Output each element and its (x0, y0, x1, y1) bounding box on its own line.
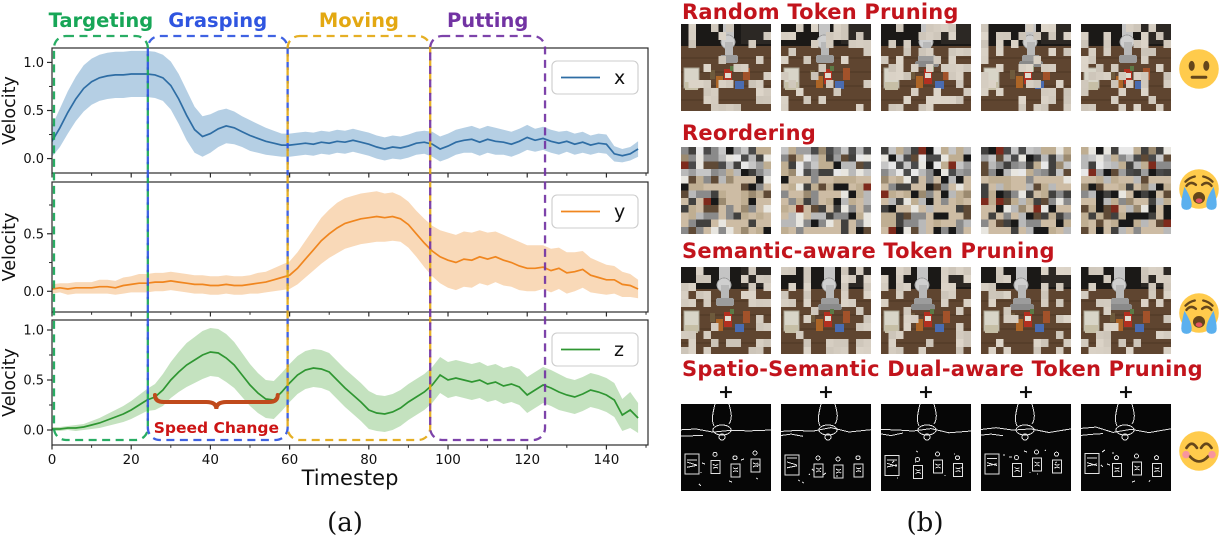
svg-text:140: 140 (594, 452, 620, 468)
phase-annotations: Targeting Grasping Moving Putting (49, 9, 547, 442)
smiling-face-emoji (1174, 426, 1224, 476)
svg-text:0.0: 0.0 (23, 424, 44, 439)
random-pruning-image-3 (881, 24, 971, 111)
ylabel-y: Velocity (0, 213, 20, 282)
loudly-crying-face-emoji (1174, 164, 1224, 214)
phase-box-grasping (146, 34, 289, 442)
semantic-pruning-image-5 (1081, 267, 1171, 354)
shuffled-patches-image-4 (981, 147, 1071, 234)
line-y (52, 215, 639, 290)
ylabel-x: Velocity (0, 76, 20, 145)
svg-text:0.0: 0.0 (23, 152, 44, 167)
shuffled-patches-image-3 (881, 147, 971, 234)
phase-label-grasping: Grasping (168, 9, 267, 32)
phase-label-moving: Moving (319, 9, 399, 32)
band-x (52, 50, 639, 163)
caption-b: (b) (906, 508, 944, 538)
svg-text:80: 80 (360, 452, 377, 468)
speed-change-annotation: Speed Change (152, 393, 280, 437)
row-title-semantic-pruning: Semantic-aware Token Pruning (682, 239, 1055, 263)
phase-label-targeting: Targeting (49, 9, 154, 32)
plus-sign: + (918, 381, 934, 403)
row-title-edge-map: Spatio-Semantic Dual-aware Token Pruning (682, 357, 1203, 381)
band-y (52, 191, 639, 299)
legend-x: x (551, 60, 639, 95)
xlabel: Timestep (301, 466, 399, 490)
semantic-pruning-image-4 (981, 267, 1071, 354)
random-pruning-image-4 (981, 24, 1071, 111)
ylabel-z: Velocity (0, 348, 20, 417)
plus-sign: + (818, 381, 834, 403)
svg-text:0.5: 0.5 (23, 374, 44, 389)
semantic-pruning-image-3 (881, 267, 971, 354)
line-x (52, 73, 639, 157)
legend-label-x: x (614, 67, 625, 89)
legend-label-z: z (614, 339, 624, 361)
line-z (52, 351, 639, 430)
phase-label-putting: Putting (447, 9, 528, 32)
plus-sign: + (718, 381, 734, 403)
svg-text:0: 0 (48, 452, 57, 468)
shuffled-patches-image-2 (781, 147, 871, 234)
band-z (52, 328, 639, 433)
random-pruning-image-2 (781, 24, 871, 111)
semantic-pruning-image-2 (781, 267, 871, 354)
edge-map-image-4 (981, 404, 1071, 491)
plus-sign: + (1018, 381, 1034, 403)
row-title-random-pruning: Random Token Pruning (682, 0, 959, 24)
phase-box-putting (429, 34, 547, 442)
svg-text:0.5: 0.5 (23, 227, 44, 242)
edge-map-image-5 (1081, 404, 1171, 491)
legend-label-y: y (614, 201, 625, 223)
phase-box-moving (286, 34, 432, 442)
panel-b: Random Token Pruning Reordering Semantic-a… (660, 0, 1232, 544)
neutral-face-emoji (1174, 44, 1224, 94)
legend-y: y (551, 194, 639, 229)
svg-text:0.5: 0.5 (23, 104, 44, 119)
svg-text:120: 120 (514, 452, 540, 468)
svg-text:1.0: 1.0 (23, 56, 44, 71)
speed-change-text: Speed Change (154, 419, 279, 437)
shuffled-patches-image-5 (1081, 147, 1171, 234)
random-pruning-image-1 (681, 24, 771, 111)
random-pruning-image-5 (1081, 24, 1171, 111)
plus-sign: + (1118, 381, 1134, 403)
edge-map-image-2 (781, 404, 871, 491)
legend-z: z (551, 332, 639, 367)
edge-map-image-3 (881, 404, 971, 491)
speed-change-brace (152, 393, 280, 410)
svg-text:100: 100 (435, 452, 461, 468)
svg-text:60: 60 (281, 452, 298, 468)
subplot-z: 0.0 0.5 1.0 0 20 40 60 80 100 120 140 Velocity z (0, 319, 649, 468)
semantic-pruning-image-1 (681, 267, 771, 354)
phase-box-targeting (52, 34, 149, 442)
caption-a: (a) (327, 508, 363, 538)
svg-text:0.0: 0.0 (23, 285, 44, 300)
svg-text:20: 20 (123, 452, 140, 468)
loudly-crying-face-emoji (1174, 288, 1224, 338)
edge-map-image-1 (681, 404, 771, 491)
shuffled-patches-image-1 (681, 147, 771, 234)
svg-text:40: 40 (202, 452, 219, 468)
svg-text:1.0: 1.0 (23, 324, 44, 339)
row-title-shuffled-patches: Reordering (682, 121, 817, 145)
